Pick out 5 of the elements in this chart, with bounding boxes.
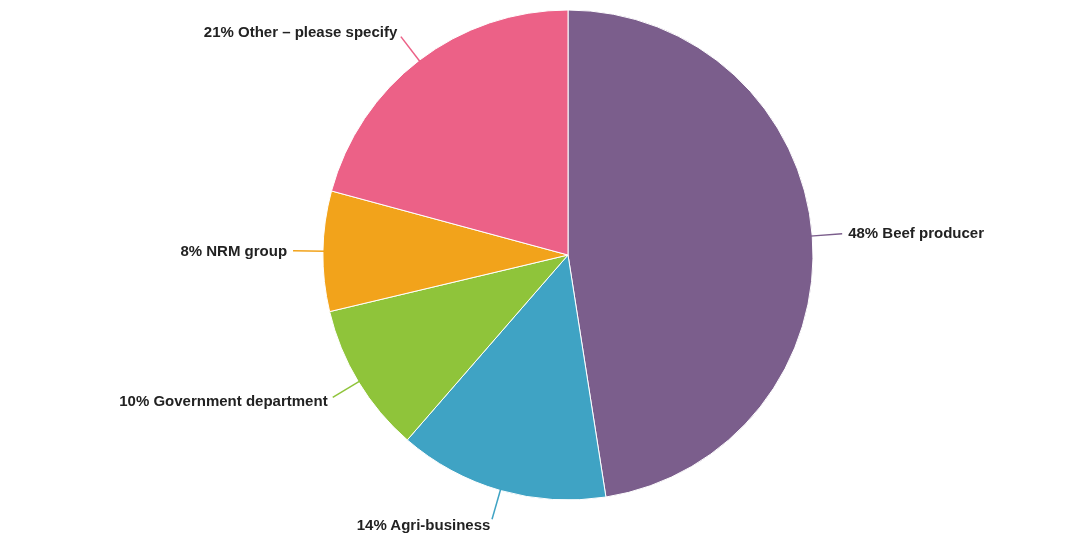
slice-label: 10% Government department — [119, 391, 328, 409]
slice-label: 8% NRM group — [180, 241, 288, 259]
slice-label: 48% Beef producer — [848, 224, 985, 242]
slice-label: 14% Agri-business — [356, 516, 491, 534]
slice-label: 21% Other – please specify — [203, 23, 398, 41]
